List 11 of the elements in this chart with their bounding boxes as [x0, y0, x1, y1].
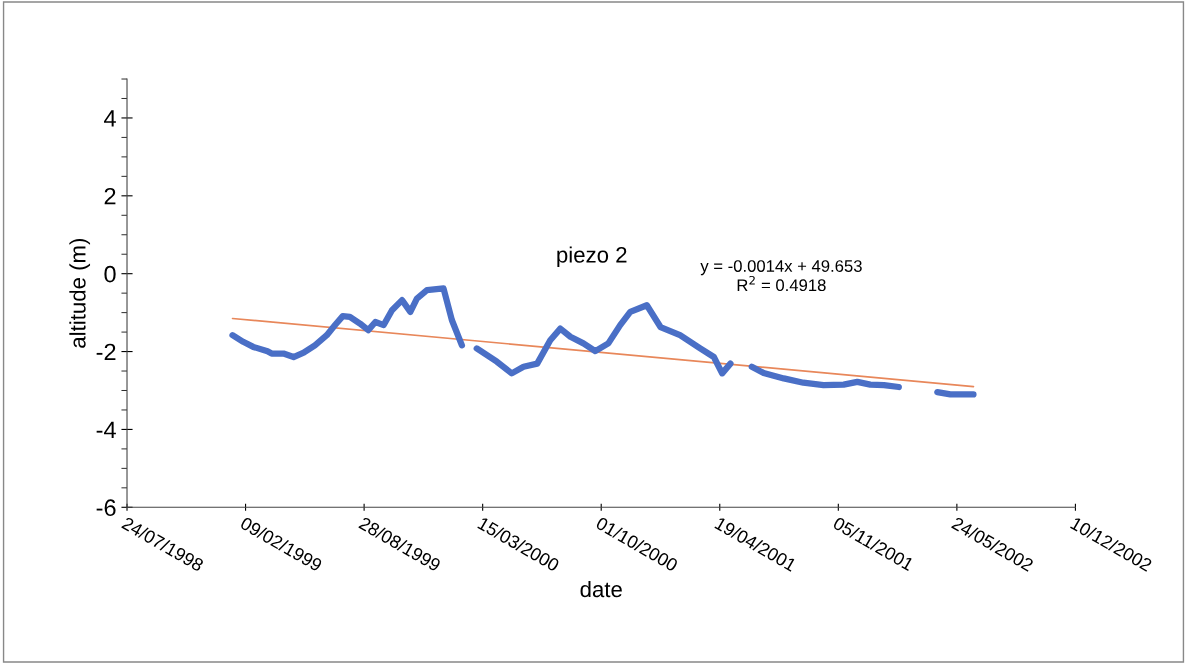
text: piezo 2: [557, 246, 627, 268]
y-tick-label: 2: [104, 187, 116, 205]
y-tick-label: -6: [96, 499, 116, 517]
annotation: R$^{2}$ = 0.4918: [737, 275, 826, 292]
y-axis-title: altitude (m): [69, 238, 91, 348]
y-tick-label: -2: [96, 343, 116, 361]
x-axis-title: date: [580, 580, 622, 598]
annotation: y = -0.0014x + 49.653: [700, 260, 862, 276]
y-tick-label: 4: [104, 110, 116, 127]
y-tick-label: 0: [104, 265, 116, 283]
y-tick-label: -4: [96, 421, 116, 438]
